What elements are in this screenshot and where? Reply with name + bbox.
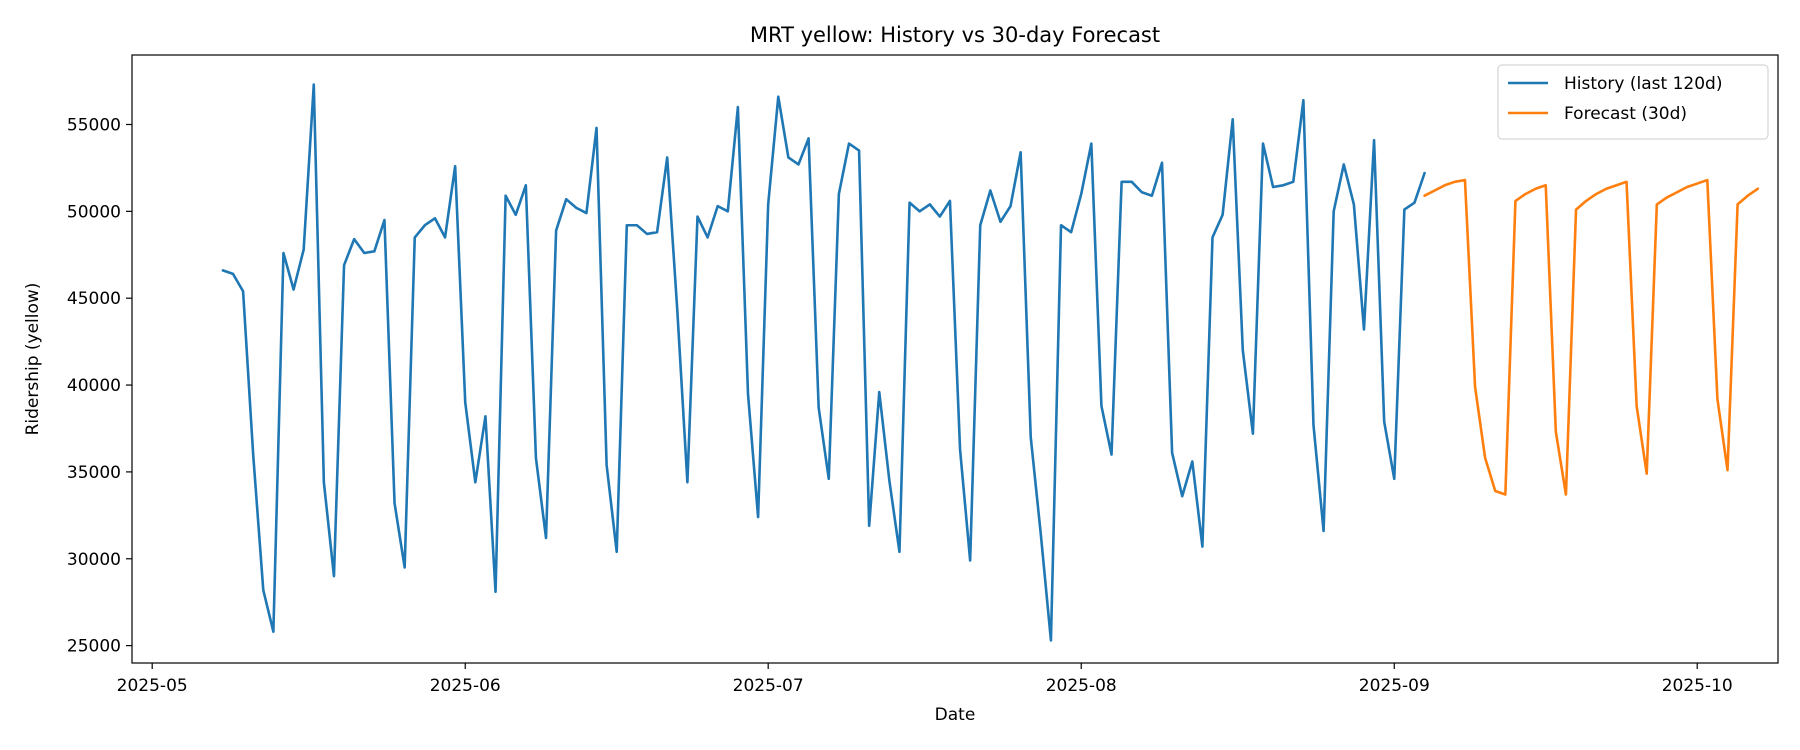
x-tick-label: 2025-07 (733, 676, 804, 696)
legend-label: History (last 120d) (1564, 74, 1722, 94)
y-tick-label: 25000 (67, 637, 121, 657)
x-tick-label: 2025-08 (1046, 676, 1117, 696)
y-tick-label: 55000 (67, 115, 121, 135)
x-tick-label: 2025-05 (117, 676, 188, 696)
y-tick-label: 30000 (67, 550, 121, 570)
legend-label: Forecast (30d) (1564, 104, 1687, 124)
series-line-1 (1423, 178, 1760, 496)
y-tick-label: 40000 (67, 376, 121, 396)
x-tick-label: 2025-06 (430, 676, 501, 696)
chart-title: MRT yellow: History vs 30-day Forecast (750, 23, 1160, 47)
series-line-0 (221, 83, 1426, 642)
y-tick-label: 35000 (67, 463, 121, 483)
legend: History (last 120d) Forecast (30d) (1497, 64, 1769, 140)
x-axis: 2025-05 2025-06 2025-07 2025-08 2025-09 2025-… (117, 663, 1733, 696)
y-tick-label: 50000 (67, 202, 121, 222)
y-axis-label: Ridership (yellow) (23, 283, 43, 436)
plot-area (132, 55, 1778, 663)
series-layer (221, 83, 1760, 642)
x-axis-label: Date (935, 705, 976, 725)
x-tick-label: 2025-10 (1662, 676, 1733, 696)
y-tick-label: 45000 (67, 289, 121, 309)
x-tick-label: 2025-09 (1359, 676, 1430, 696)
plot-frame (131, 54, 1779, 664)
y-axis: 25000 30000 35000 40000 45000 50000 55000 (67, 115, 132, 657)
legend-box (1497, 64, 1769, 140)
